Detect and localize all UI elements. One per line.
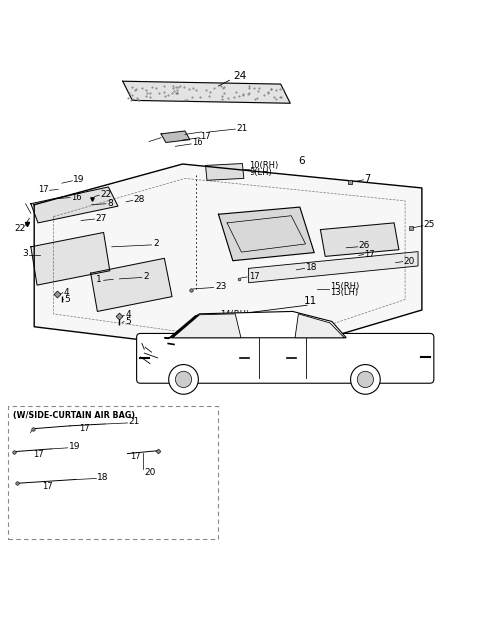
Text: 26: 26 bbox=[359, 241, 370, 250]
Text: 25: 25 bbox=[424, 220, 435, 229]
Text: 15(RH): 15(RH) bbox=[330, 282, 359, 291]
Polygon shape bbox=[31, 232, 110, 285]
Text: 17: 17 bbox=[200, 132, 211, 141]
Text: 20: 20 bbox=[404, 257, 415, 266]
Text: 17: 17 bbox=[131, 452, 141, 461]
Text: 3: 3 bbox=[23, 249, 28, 258]
Text: 11: 11 bbox=[304, 296, 317, 306]
Text: 19: 19 bbox=[73, 175, 85, 184]
Polygon shape bbox=[249, 252, 418, 283]
Text: 17: 17 bbox=[38, 185, 48, 194]
Text: 9(LH): 9(LH) bbox=[250, 167, 272, 177]
Polygon shape bbox=[164, 311, 346, 339]
Circle shape bbox=[168, 365, 198, 394]
Text: 6: 6 bbox=[298, 156, 305, 166]
Text: (W/SIDE-CURTAIN AIR BAG): (W/SIDE-CURTAIN AIR BAG) bbox=[12, 412, 135, 420]
Text: 17: 17 bbox=[249, 272, 259, 281]
Polygon shape bbox=[91, 259, 172, 311]
Polygon shape bbox=[295, 314, 344, 338]
Text: 17: 17 bbox=[79, 424, 90, 433]
Polygon shape bbox=[321, 223, 399, 257]
Text: 24: 24 bbox=[233, 71, 247, 81]
Text: 23: 23 bbox=[215, 282, 227, 291]
Text: 16: 16 bbox=[72, 193, 82, 202]
Polygon shape bbox=[161, 131, 190, 143]
FancyBboxPatch shape bbox=[8, 405, 218, 539]
Text: 14(RH): 14(RH) bbox=[220, 310, 249, 319]
Text: 17: 17 bbox=[33, 450, 43, 459]
Text: 27: 27 bbox=[96, 214, 107, 223]
Text: 21: 21 bbox=[236, 123, 248, 133]
Polygon shape bbox=[31, 187, 118, 223]
Text: 8: 8 bbox=[107, 199, 113, 208]
Text: 2: 2 bbox=[153, 239, 158, 249]
Text: 16: 16 bbox=[192, 138, 203, 148]
Text: 18: 18 bbox=[306, 264, 318, 272]
Text: 5: 5 bbox=[125, 317, 131, 326]
Circle shape bbox=[357, 371, 373, 388]
Circle shape bbox=[175, 371, 192, 388]
Text: 19: 19 bbox=[69, 443, 80, 451]
Polygon shape bbox=[172, 314, 241, 338]
Polygon shape bbox=[205, 164, 244, 180]
Text: 17: 17 bbox=[364, 249, 375, 259]
Text: 2: 2 bbox=[144, 272, 149, 281]
Text: 18: 18 bbox=[97, 473, 109, 482]
Text: 20: 20 bbox=[144, 468, 156, 477]
FancyBboxPatch shape bbox=[137, 334, 434, 383]
Text: 4: 4 bbox=[64, 288, 70, 297]
Text: 5: 5 bbox=[64, 295, 70, 304]
Text: 17: 17 bbox=[42, 482, 53, 490]
Polygon shape bbox=[34, 164, 422, 355]
Text: 10(RH): 10(RH) bbox=[250, 161, 279, 170]
Text: 22: 22 bbox=[14, 224, 25, 233]
Text: 1: 1 bbox=[96, 275, 102, 284]
Polygon shape bbox=[123, 81, 290, 104]
Text: 28: 28 bbox=[134, 195, 145, 205]
Polygon shape bbox=[218, 207, 314, 260]
Text: 13(LH): 13(LH) bbox=[330, 288, 358, 297]
Text: 4: 4 bbox=[125, 310, 131, 319]
Text: 12(LH): 12(LH) bbox=[220, 316, 248, 325]
Text: 21: 21 bbox=[129, 417, 140, 427]
Text: 7: 7 bbox=[364, 174, 371, 184]
Text: 22: 22 bbox=[100, 190, 111, 198]
Polygon shape bbox=[169, 315, 199, 338]
Circle shape bbox=[350, 365, 380, 394]
